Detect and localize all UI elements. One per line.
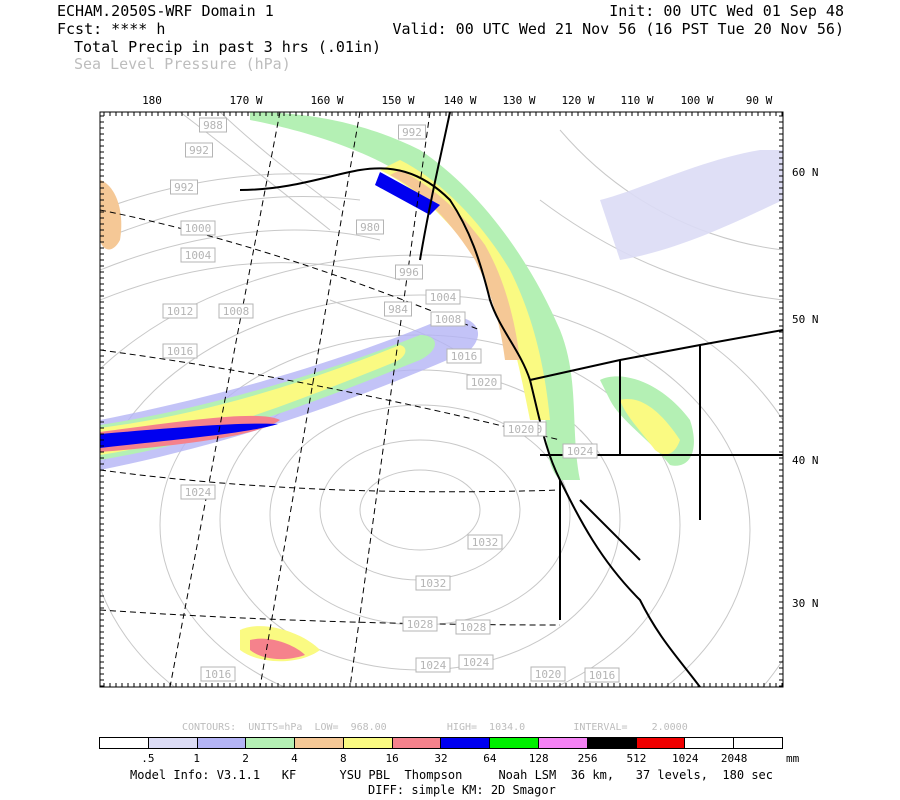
isobar-label: 1020 (535, 668, 562, 681)
legend-label: 2048 (721, 752, 748, 765)
isobar-label: 1004 (430, 291, 457, 304)
legend-swatch (539, 738, 588, 748)
isobar-label: 992 (402, 126, 422, 139)
isobar-label: 1024 (420, 659, 447, 672)
isobar-label: 1008 (223, 305, 250, 318)
longitude-label: 140 W (443, 94, 476, 107)
legend-swatch (734, 738, 782, 748)
isobar-label: 992 (189, 144, 209, 157)
isobar-label: 1024 (463, 656, 490, 669)
legend-label: 16 (386, 752, 399, 765)
legend-swatch (441, 738, 490, 748)
legend-swatch (490, 738, 539, 748)
legend-label: 128 (529, 752, 549, 765)
isobar-label: 992 (174, 181, 194, 194)
isobar-label: 996 (399, 266, 419, 279)
latitude-label: 30 N (792, 597, 819, 610)
isobar-label: 988 (203, 119, 223, 132)
latitude-label: 60 N (792, 166, 819, 179)
legend-label: 1 (193, 752, 200, 765)
isobar-label: 1016 (167, 345, 194, 358)
longitude-label: 180 (142, 94, 162, 107)
diffusion-info: DIFF: simple KM: 2D Smagor (368, 783, 556, 797)
legend-swatch (393, 738, 442, 748)
longitude-label: 160 W (310, 94, 343, 107)
legend-label: 256 (578, 752, 598, 765)
isobar-label: 1000 (185, 222, 212, 235)
legend-units: mm (786, 752, 799, 765)
latitude-label: 50 N (792, 313, 819, 326)
legend-label: 64 (483, 752, 496, 765)
longitude-label: 170 W (229, 94, 262, 107)
legend-swatch (100, 738, 149, 748)
model-info: Model Info: V3.1.1 KF YSU PBL Thompson N… (130, 768, 773, 782)
isobar-label: 1028 (460, 621, 487, 634)
legend-label: .5 (141, 752, 154, 765)
legend-swatch (588, 738, 637, 748)
contour-info: CONTOURS: UNITS=hPa LOW= 968.00 HIGH= 10… (182, 722, 688, 733)
isobar-label: 1032 (420, 577, 447, 590)
isobar-label: 1016 (589, 669, 616, 682)
longitude-label: 130 W (502, 94, 535, 107)
legend-label: 8 (340, 752, 347, 765)
longitude-label: 110 W (620, 94, 653, 107)
longitude-label: 120 W (561, 94, 594, 107)
legend-label: 4 (291, 752, 298, 765)
legend-label: 32 (434, 752, 447, 765)
legend-label: 512 (626, 752, 646, 765)
legend-label: 1024 (672, 752, 699, 765)
isobar-label: 984 (388, 303, 408, 316)
isobar-label: 1024 (185, 486, 212, 499)
precip-color-legend (99, 737, 783, 749)
latitude-label: 40 N (792, 454, 819, 467)
isobar-label: 1004 (185, 249, 212, 262)
legend-label: 2 (242, 752, 249, 765)
legend-swatch (149, 738, 198, 748)
isobar-label: 1032 (472, 536, 499, 549)
isobar-label: 1020 (508, 423, 535, 436)
longitude-label: 150 W (381, 94, 414, 107)
isobar-label: 1020 (471, 376, 498, 389)
isobar-label: 1016 (205, 668, 232, 681)
isobar-label: 1028 (407, 618, 434, 631)
isobar-label: 1016 (451, 350, 478, 363)
longitude-label: 90 W (746, 94, 773, 107)
isobar-label: 1024 (567, 445, 594, 458)
legend-swatch (295, 738, 344, 748)
isobar-label: 1008 (435, 313, 462, 326)
longitude-label: 100 W (680, 94, 713, 107)
isobar-label: 1012 (167, 305, 194, 318)
isobar-label: 980 (360, 221, 380, 234)
legend-swatch (344, 738, 393, 748)
legend-swatch (637, 738, 686, 748)
legend-swatch (246, 738, 295, 748)
legend-swatch (685, 738, 734, 748)
legend-swatch (198, 738, 247, 748)
